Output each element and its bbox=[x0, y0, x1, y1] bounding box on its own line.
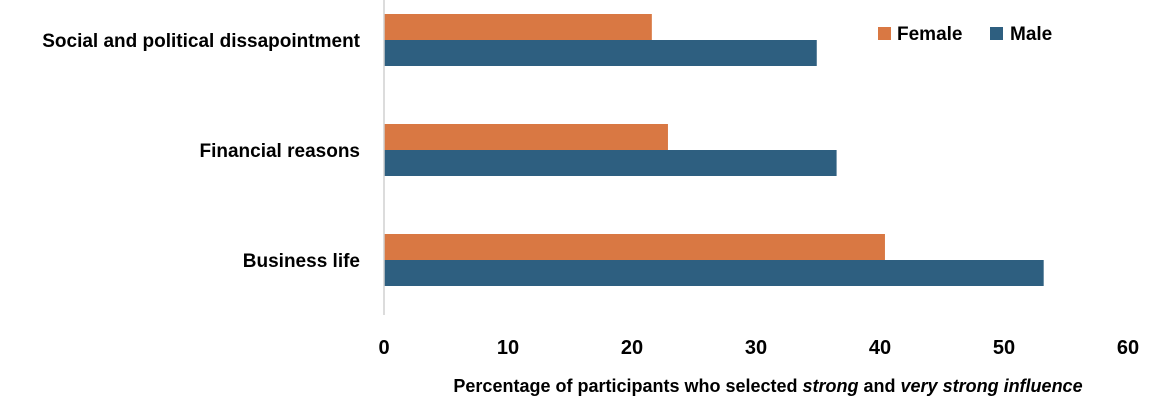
legend-label-female: Female bbox=[897, 24, 962, 45]
bar-female-1 bbox=[384, 124, 668, 150]
legend-swatch-male bbox=[990, 27, 1003, 40]
bar-male-2 bbox=[384, 260, 1044, 286]
x-tick-label: 20 bbox=[621, 337, 643, 359]
plot-area bbox=[384, 14, 1044, 286]
bar-male-0 bbox=[384, 40, 817, 66]
x-tick-label: 40 bbox=[869, 337, 891, 359]
category-labels: Social and political dissapointment Finan… bbox=[42, 31, 360, 272]
x-tick-label: 0 bbox=[378, 337, 389, 359]
legend-label-male: Male bbox=[1010, 24, 1052, 45]
legend: Female Male bbox=[878, 24, 1052, 45]
bar-female-0 bbox=[384, 14, 652, 40]
x-axis-label: Percentage of participants who selected … bbox=[453, 376, 1082, 396]
x-tick-label: 30 bbox=[745, 337, 767, 359]
category-label: Business life bbox=[243, 251, 360, 272]
x-tick-labels: 0 10 20 30 40 50 60 bbox=[378, 337, 1139, 359]
bar-male-1 bbox=[384, 150, 837, 176]
bar-female-2 bbox=[384, 234, 885, 260]
x-tick-label: 50 bbox=[993, 337, 1015, 359]
x-tick-label: 10 bbox=[497, 337, 519, 359]
legend-swatch-female bbox=[878, 27, 891, 40]
category-label: Financial reasons bbox=[199, 141, 360, 162]
x-tick-label: 60 bbox=[1117, 337, 1139, 359]
category-label: Social and political dissapointment bbox=[42, 31, 360, 52]
